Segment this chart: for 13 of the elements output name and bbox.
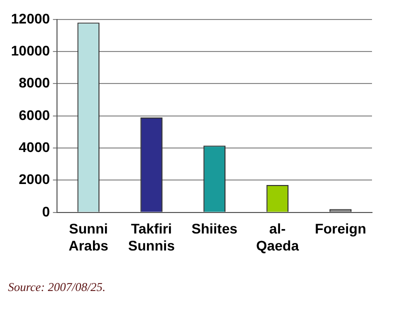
y-tick-label: 8000: [18, 74, 50, 91]
y-tick-label: 12000: [10, 10, 50, 26]
x-tick-label: Sunni Arabs: [68, 220, 108, 254]
y-tick-label: 4000: [18, 138, 50, 155]
y-tick-label: 10000: [10, 42, 50, 58]
y-tick-label: 6000: [18, 106, 50, 123]
y-tick-label: 2000: [18, 171, 50, 188]
x-tick-label: al-Qaeda: [256, 220, 300, 254]
source-note: Source: 2007/08/25.: [8, 280, 107, 295]
x-tick-label: Shiites: [192, 220, 238, 237]
y-tick-label: 0: [42, 203, 50, 220]
x-tick-label: Takfiri Sunnis: [128, 220, 175, 254]
x-tick-label: Foreign: [314, 220, 366, 237]
